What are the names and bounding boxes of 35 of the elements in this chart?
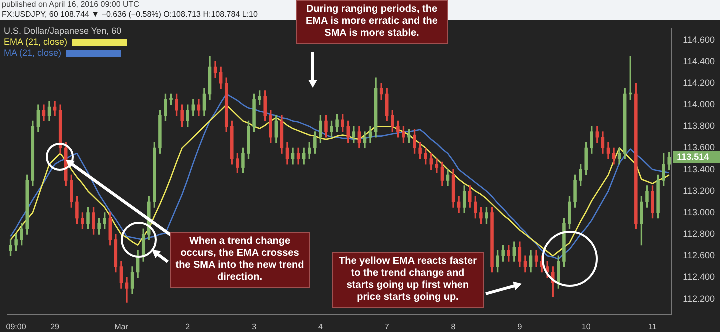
x-tick-label: 3	[252, 322, 258, 332]
y-tick-label: 114.600	[683, 34, 716, 45]
x-tick-label: 11	[648, 322, 658, 332]
x-tick-label: 8	[451, 322, 456, 332]
y-tick-label: 112.600	[683, 250, 716, 261]
x-tick-label: 2	[186, 322, 191, 332]
y-tick-label: 113.000	[683, 207, 716, 218]
x-tick-label: 4	[318, 322, 324, 332]
candlestick	[435, 158, 439, 174]
annotation: The yellow EMA reacts faster to the trend change and starts going up first when price starts going up.	[332, 252, 484, 308]
y-tick-label: 112.200	[683, 294, 716, 304]
y-tick-label: 114.200	[683, 78, 716, 88]
x-tick-label: 9	[518, 322, 523, 332]
y-tick-label: 113.800	[683, 121, 716, 132]
text: 113.514	[677, 152, 710, 162]
x-tick-label: 09:00	[6, 322, 27, 332]
y-tick-label: 114.000	[683, 100, 716, 110]
text: MA (21, close)	[4, 48, 62, 59]
y-tick-label: 113.600	[683, 142, 716, 153]
annotation: During ranging periods, the EMA is more erratic and the SMA is more stable.	[296, 0, 448, 44]
chart-subtitle: FX:USDJPY, 60 108.744 ▼ −0.636 (−0.58%) O:108.713 H:108.784 L:10	[2, 10, 258, 19]
y-tick-label: 112.400	[683, 272, 716, 282]
text: EMA (21, close)	[4, 37, 68, 48]
x-tick-label: Mar	[114, 322, 129, 332]
y-tick-label: 114.400	[683, 56, 716, 66]
x-tick-label: 10	[582, 322, 592, 332]
chart-title: published on April 16, 2016 09:00 UTC	[2, 0, 140, 9]
y-tick-label: 112.800	[683, 229, 716, 240]
y-tick-label: 113.400	[683, 164, 716, 174]
y-tick-label: 113.200	[683, 186, 716, 196]
x-tick-label: 29	[50, 322, 60, 332]
annotation: When a trend change occurs, the EMA crosses the SMA into the new trend direction.	[170, 232, 310, 288]
candlestick	[125, 277, 129, 303]
x-tick-label: 7	[384, 322, 390, 332]
legend-title: U.S. Dollar/Japanese Yen, 60	[4, 26, 123, 37]
